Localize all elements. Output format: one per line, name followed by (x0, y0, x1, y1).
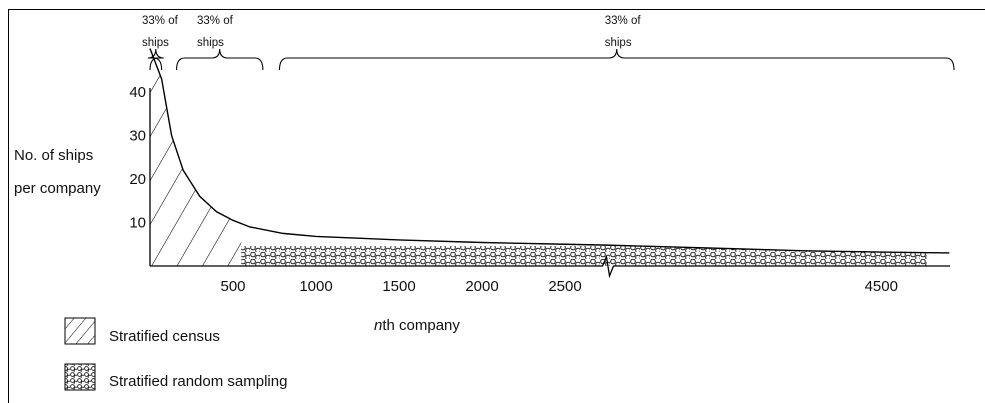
x-axis-label-rest: th company (382, 317, 460, 334)
brace-layer: 33% of ships 33% of ships 33% of ships (142, 15, 955, 71)
frame-left-border (8, 9, 9, 403)
x-tick-label-1500: 1500 (382, 278, 415, 295)
brace-2 (176, 48, 264, 71)
distribution-curve (149, 48, 950, 254)
x-tick-label-4500: 4500 (865, 278, 898, 295)
brace-3 (278, 48, 955, 71)
brace-2-label-line-2: ships (197, 37, 224, 49)
axis-layer (149, 88, 950, 279)
legend-swatch-stratified-random-sampling (64, 363, 96, 391)
region-stratified-random-sampling (241, 245, 927, 266)
region-layer (150, 48, 927, 266)
x-axis-line-with-break (150, 254, 950, 279)
x-tick-label-2000: 2000 (465, 278, 498, 295)
x-axis-label: nth company (374, 317, 460, 334)
brace-1 (147, 48, 164, 71)
tick-layer: 500 1000 1500 2000 2500 4500 10 20 30 40 (129, 84, 898, 295)
brace-1-label-line-1: 33% of (142, 15, 179, 27)
brace-1-label-line-2: ships (142, 37, 169, 49)
x-tick-label-500: 500 (220, 278, 245, 295)
y-tick-label-20: 20 (129, 171, 146, 188)
frame-top-border (8, 9, 985, 10)
legend: Stratified census Stratified random samp… (64, 317, 287, 391)
y-tick-label-30: 30 (129, 128, 146, 145)
x-tick-label-1000: 1000 (299, 278, 332, 295)
brace-3-label-line-2: ships (605, 37, 632, 49)
legend-swatch-stratified-census (64, 317, 96, 345)
x-axis-label-italic: n (374, 317, 382, 334)
region-stratified-census (150, 48, 242, 266)
brace-2-label-line-1: 33% of (197, 15, 234, 27)
y-axis-label-line-2: per company (14, 180, 101, 197)
x-tick-label-2500: 2500 (548, 278, 581, 295)
legend-label-stratified-census: Stratified census (109, 328, 220, 345)
legend-label-stratified-random-sampling: Stratified random sampling (109, 373, 287, 390)
y-tick-label-10: 10 (129, 215, 146, 232)
y-tick-label-40: 40 (129, 84, 146, 101)
y-axis-label-line-1: No. of ships (14, 147, 93, 164)
brace-3-label-line-1: 33% of (605, 15, 642, 27)
